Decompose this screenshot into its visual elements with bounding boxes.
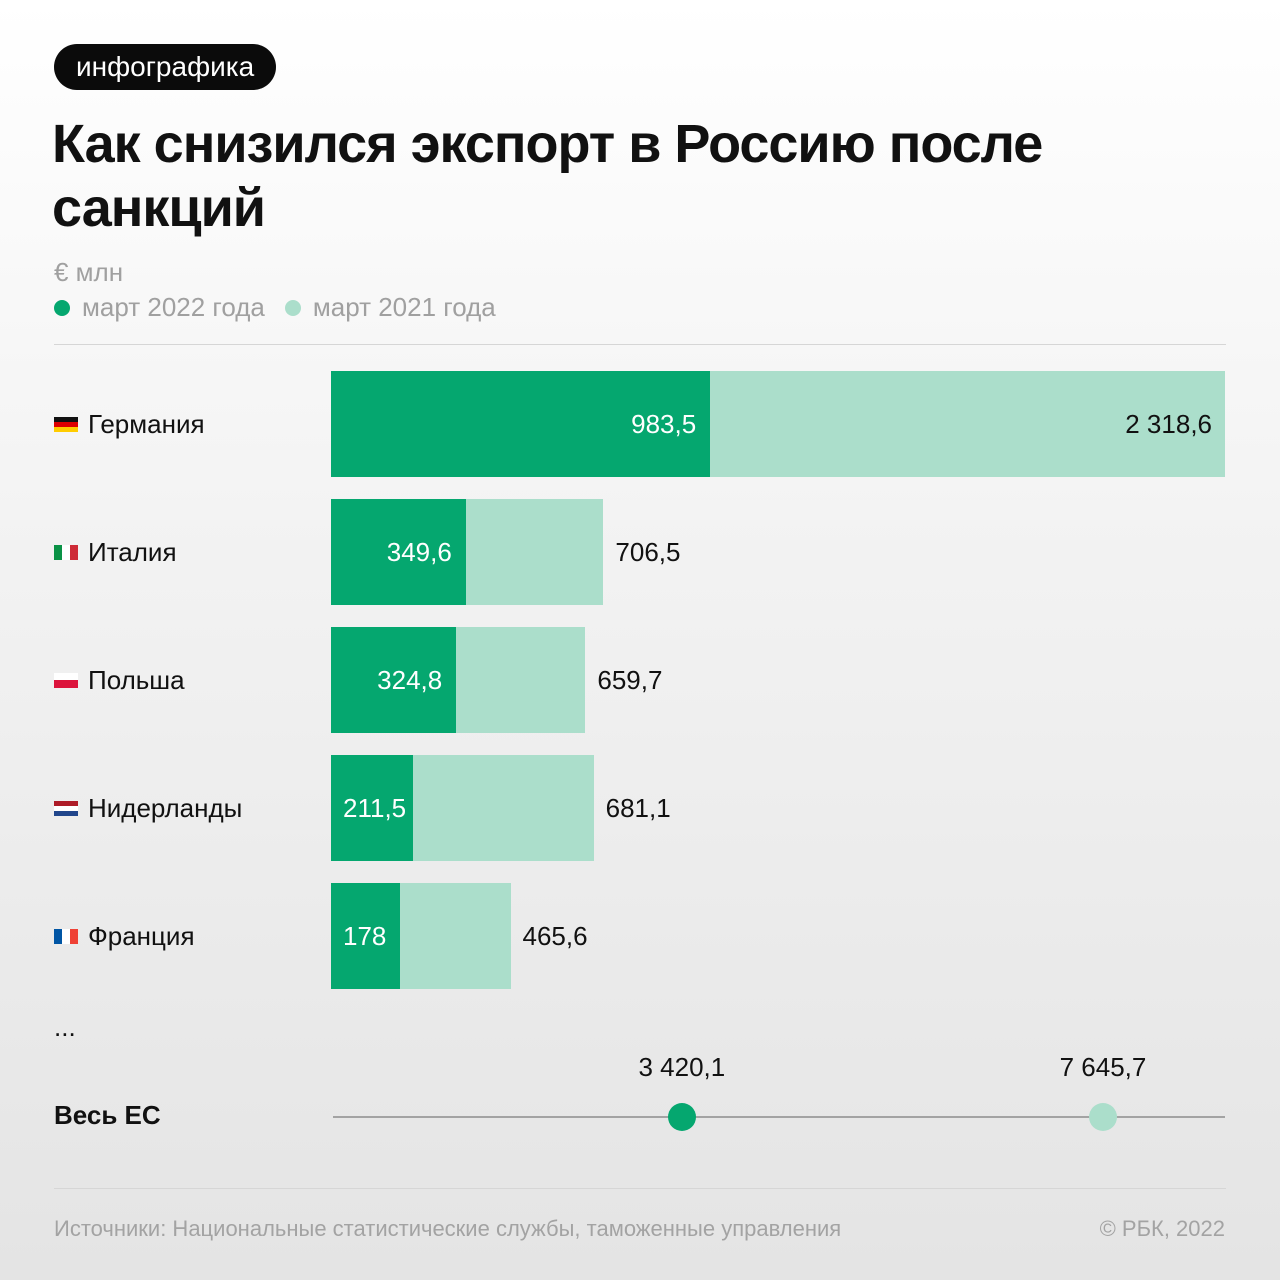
- france-flag-icon: [54, 928, 78, 944]
- legend: март 2022 года март 2021 года: [54, 292, 516, 323]
- flag-stripe: [54, 426, 78, 432]
- flag-stripe: [54, 800, 78, 806]
- flag-stripe: [54, 810, 78, 816]
- source-note: Источники: Национальные статистические с…: [54, 1216, 842, 1241]
- bar-2022: [331, 627, 457, 733]
- total-value-label: 7 645,7: [1059, 1052, 1147, 1082]
- chart-title: Как снизился экспорт в Россию после санк…: [52, 114, 1043, 238]
- divider-top: [54, 344, 1226, 345]
- flag-stripe: [54, 928, 62, 944]
- value-label-2022: 983,5: [631, 409, 697, 439]
- value-label-2022: 324,8: [377, 665, 443, 695]
- value-label-2021: 465,6: [522, 921, 588, 951]
- value-label-2021: 2 318,6: [1125, 409, 1212, 439]
- country-label: Нидерланды: [54, 793, 242, 823]
- country-name: Италия: [88, 536, 177, 567]
- country-name: Польша: [88, 664, 185, 695]
- flag-stripe: [54, 421, 78, 427]
- value-label-2021: 681,1: [605, 793, 671, 823]
- flag-stripe: [70, 928, 78, 944]
- flag-stripe: [62, 544, 70, 560]
- flag-stripe: [70, 544, 78, 560]
- netherlands-flag-icon: [54, 800, 78, 816]
- value-label-2022: 211,5: [343, 793, 407, 823]
- country-name: Германия: [88, 408, 205, 439]
- flag-stripe: [54, 805, 78, 811]
- ellipsis: ...: [54, 1012, 76, 1042]
- country-name: Нидерланды: [88, 792, 243, 823]
- poland-flag-icon: [54, 672, 78, 688]
- total-marker-2022: [667, 1103, 696, 1131]
- bar-2022: [331, 755, 413, 861]
- category-badge: инфографика: [54, 44, 277, 90]
- value-label-2021: 659,7: [597, 665, 663, 695]
- flag-stripe: [54, 544, 62, 560]
- italy-flag-icon: [54, 544, 78, 560]
- country-label: Польша: [54, 665, 185, 695]
- value-label-2022: 349,6: [386, 537, 452, 567]
- flag-stripe: [54, 672, 78, 680]
- flag-stripe: [54, 680, 78, 688]
- value-label-2022: 178: [343, 921, 387, 951]
- country-label: Франция: [54, 921, 195, 951]
- copyright: © РБК, 2022: [1099, 1216, 1225, 1241]
- legend-dot-2022: [54, 299, 70, 316]
- flag-stripe: [54, 416, 78, 422]
- unit-label: € млн: [54, 257, 124, 287]
- legend-label: март 2021 года: [312, 292, 496, 322]
- value-label-2021: 706,5: [615, 537, 681, 567]
- total-value-label: 3 420,1: [638, 1052, 726, 1082]
- bar-2022: [331, 499, 466, 605]
- total-marker-2021: [1088, 1103, 1117, 1131]
- country-label: Италия: [54, 537, 177, 567]
- legend-item-2022: март 2022 года: [54, 292, 265, 323]
- germany-flag-icon: [54, 416, 78, 432]
- legend-label: март 2022 года: [82, 292, 265, 322]
- country-label: Германия: [54, 409, 205, 439]
- bar-2022: [331, 371, 711, 477]
- total-label: Весь ЕС: [54, 1100, 161, 1130]
- total-axis-line: [333, 1116, 1225, 1118]
- country-name: Франция: [88, 920, 195, 951]
- divider-bottom: [54, 1188, 1226, 1189]
- flag-stripe: [62, 928, 70, 944]
- legend-item-2021: март 2021 года: [284, 292, 496, 323]
- bar-2022: [331, 883, 400, 989]
- legend-dot-2021: [284, 299, 301, 316]
